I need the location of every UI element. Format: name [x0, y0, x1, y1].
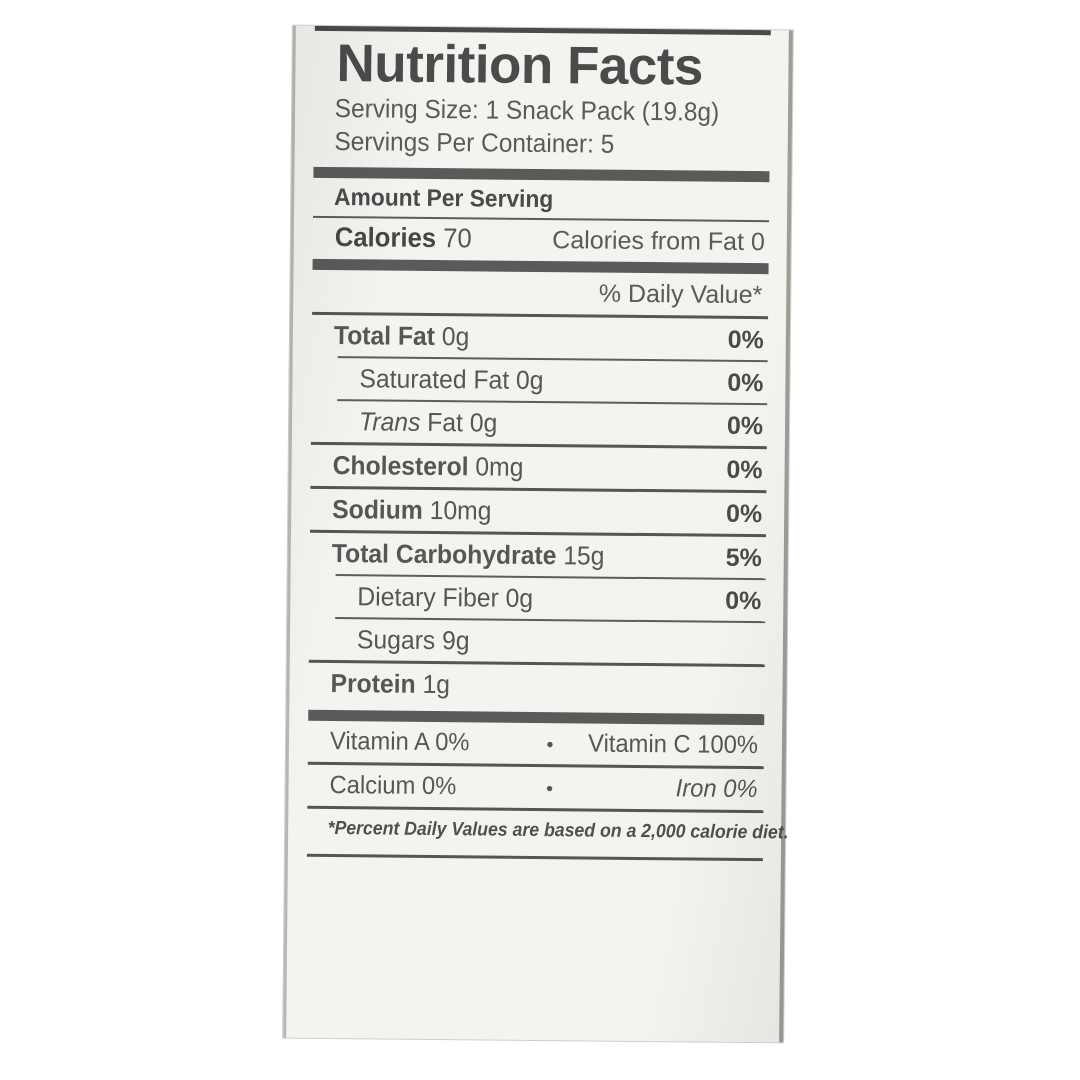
row-protein: Protein 1g — [308, 662, 764, 707]
row-cholesterol: Cholesterol 0mg 0% — [310, 444, 766, 489]
footnote-text: *Percent Daily Values are based on a 2,0… — [327, 817, 789, 843]
sugars-label: Sugars 9g — [356, 623, 470, 655]
protein-label: Protein 1g — [330, 667, 451, 699]
amount-per-serving-label: Amount Per Serving — [333, 183, 554, 213]
nutrition-facts-panel: Nutrition Facts Serving Size: 1 Snack Pa… — [283, 25, 793, 1043]
trans-fat-label: Trans Fat 0g — [358, 405, 498, 438]
serving-size-text: Serving Size: 1 Snack Pack (19.8g) — [334, 93, 720, 127]
total-carbohydrate-dv: 5% — [725, 543, 762, 572]
saturated-fat-dv: 0% — [727, 368, 764, 397]
vitamin-a-value: Vitamin A 0% — [329, 726, 470, 756]
row-vitamins-1: Vitamin A 0% • Vitamin C 100% — [308, 720, 764, 765]
bullet-separator-icon: • — [546, 733, 554, 756]
vitamin-c-value: Vitamin C 100% — [588, 729, 759, 759]
row-total-carbohydrate: Total Carbohydrate 15g 5% — [310, 532, 766, 577]
bullet-separator-icon-2: • — [545, 777, 554, 800]
cholesterol-label: Cholesterol 0mg — [332, 449, 524, 482]
servings-per-container-text: Servings Per Container: 5 — [334, 126, 615, 159]
dietary-fiber-dv: 0% — [725, 586, 762, 615]
total-fat-label: Total Fat 0g — [333, 319, 470, 351]
row-trans-fat: Trans Fat 0g 0% — [311, 400, 767, 445]
iron-value: Iron 0% — [675, 773, 758, 803]
saturated-fat-label: Saturated Fat 0g — [359, 362, 544, 395]
calcium-value: Calcium 0% — [329, 770, 457, 800]
row-total-fat: Total Fat 0g 0% — [312, 314, 768, 359]
row-sugars: Sugars 9g — [309, 618, 765, 663]
calories-from-fat: Calories from Fat 0 — [552, 225, 765, 256]
panel-left-edge — [283, 25, 296, 1038]
sodium-label: Sodium 10mg — [332, 493, 492, 526]
cholesterol-dv: 0% — [726, 455, 763, 484]
row-dietary-fiber: Dietary Fiber 0g 0% — [309, 575, 765, 620]
panel-right-edge — [779, 30, 793, 1043]
trans-fat-dv: 0% — [726, 411, 764, 440]
row-vitamins-2: Calcium 0% • Iron 0% — [307, 764, 763, 809]
nutrition-facts-content: Nutrition Facts Serving Size: 1 Snack Pa… — [305, 25, 789, 1042]
row-sodium: Sodium 10mg 0% — [310, 488, 766, 533]
dietary-fiber-label: Dietary Fiber 0g — [357, 580, 534, 613]
row-saturated-fat: Saturated Fat 0g 0% — [311, 357, 767, 402]
total-fat-dv: 0% — [727, 325, 765, 354]
page-title: Nutrition Facts — [336, 34, 704, 97]
calories-label: Calories 70 — [334, 221, 472, 253]
sodium-dv: 0% — [725, 499, 763, 528]
total-carbohydrate-label: Total Carbohydrate 15g — [331, 537, 605, 571]
daily-value-header: % Daily Value* — [598, 279, 763, 309]
calories-row: Calories 70 Calories from Fat 0 — [313, 217, 769, 262]
